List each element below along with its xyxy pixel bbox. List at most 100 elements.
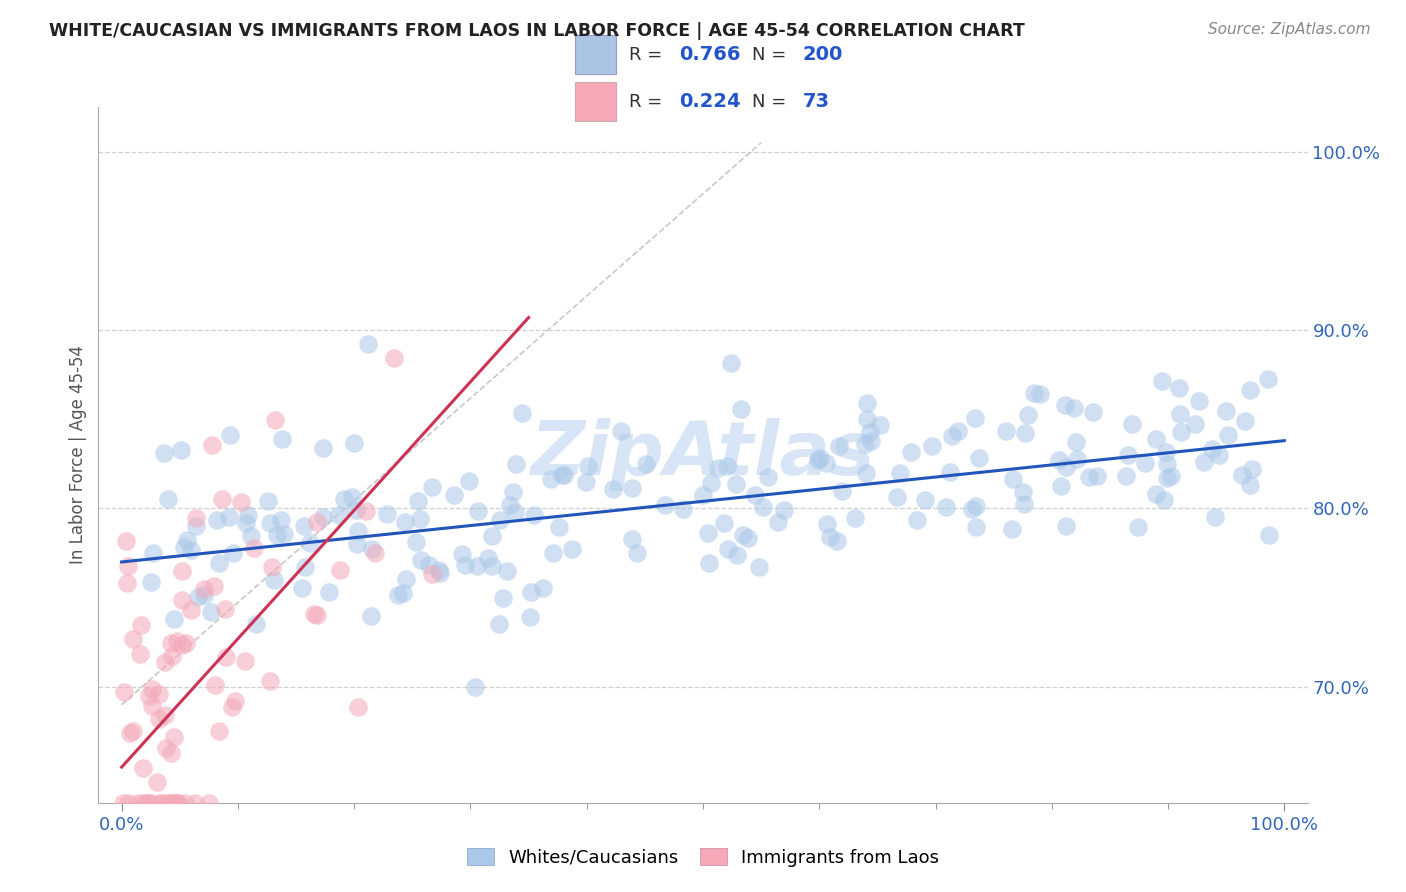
- Point: [202, 579, 225, 593]
- Point: [148, 687, 170, 701]
- Point: [921, 439, 943, 453]
- Point: [939, 465, 962, 479]
- Point: [489, 512, 512, 526]
- Point: [522, 508, 544, 523]
- Point: [155, 656, 177, 670]
- Point: [200, 605, 222, 619]
- Point: [1133, 456, 1156, 470]
- Point: [141, 682, 163, 697]
- Point: [180, 542, 202, 557]
- Point: [387, 588, 409, 602]
- Point: [141, 699, 163, 714]
- Point: [443, 488, 465, 502]
- Text: ZipAtlas: ZipAtlas: [530, 418, 876, 491]
- Point: [218, 428, 240, 442]
- Point: [621, 482, 644, 496]
- Point: [828, 440, 851, 454]
- Point: [343, 436, 366, 450]
- Point: [773, 502, 796, 516]
- Point: [451, 548, 474, 562]
- Point: [531, 582, 554, 596]
- Point: [1184, 417, 1206, 432]
- Point: [965, 499, 987, 513]
- Point: [1154, 445, 1177, 459]
- Point: [1118, 448, 1140, 462]
- Point: [752, 500, 775, 514]
- Point: [960, 502, 983, 516]
- Point: [394, 572, 416, 586]
- Point: [162, 796, 184, 810]
- Point: [167, 796, 190, 810]
- Point: [1017, 408, 1039, 422]
- Point: [855, 466, 877, 480]
- Point: [1218, 428, 1240, 442]
- Point: [467, 504, 489, 518]
- Point: [418, 558, 440, 573]
- Point: [122, 632, 145, 647]
- Point: [1022, 386, 1045, 401]
- Point: [706, 461, 728, 475]
- Point: [731, 528, 754, 542]
- Point: [481, 558, 503, 573]
- Point: [831, 483, 853, 498]
- Point: [159, 636, 181, 650]
- Point: [328, 563, 350, 577]
- Point: [153, 708, 176, 723]
- Point: [215, 649, 238, 664]
- Point: [136, 796, 159, 810]
- Point: [136, 796, 159, 810]
- Point: [1144, 486, 1167, 500]
- Point: [1192, 455, 1215, 469]
- Point: [766, 515, 789, 529]
- Point: [427, 563, 450, 577]
- Point: [1085, 468, 1108, 483]
- Point: [561, 541, 583, 556]
- Point: [1257, 371, 1279, 385]
- Point: [744, 488, 766, 502]
- Point: [153, 446, 176, 460]
- Point: [815, 456, 838, 470]
- Point: [481, 528, 503, 542]
- Point: [233, 654, 256, 668]
- Point: [1187, 393, 1209, 408]
- Point: [1258, 528, 1281, 542]
- Point: [170, 638, 193, 652]
- Point: [236, 508, 259, 522]
- Point: [724, 476, 747, 491]
- Point: [551, 467, 574, 482]
- Point: [129, 647, 152, 661]
- Point: [697, 556, 720, 570]
- Point: [270, 513, 292, 527]
- Point: [914, 493, 936, 508]
- Point: [1063, 401, 1085, 416]
- Text: 200: 200: [803, 45, 844, 64]
- Point: [626, 546, 648, 560]
- Point: [129, 617, 152, 632]
- Point: [1156, 457, 1178, 471]
- Point: [905, 513, 928, 527]
- Point: [1170, 425, 1192, 440]
- Point: [332, 492, 354, 507]
- Point: [214, 601, 236, 615]
- Text: R =: R =: [628, 93, 668, 111]
- Point: [127, 796, 149, 810]
- Point: [173, 540, 195, 554]
- Point: [187, 590, 209, 604]
- Point: [756, 469, 779, 483]
- Point: [157, 492, 180, 507]
- Point: [240, 529, 263, 543]
- Point: [730, 402, 752, 417]
- Point: [869, 417, 891, 432]
- Point: [553, 467, 575, 482]
- Point: [1001, 522, 1024, 536]
- Point: [235, 516, 257, 531]
- Point: [346, 699, 368, 714]
- Point: [307, 515, 329, 529]
- Point: [574, 475, 596, 490]
- Point: [117, 559, 139, 574]
- Point: [1208, 448, 1230, 462]
- Point: [273, 527, 295, 541]
- Point: [520, 584, 543, 599]
- Point: [159, 747, 181, 761]
- Point: [994, 424, 1017, 438]
